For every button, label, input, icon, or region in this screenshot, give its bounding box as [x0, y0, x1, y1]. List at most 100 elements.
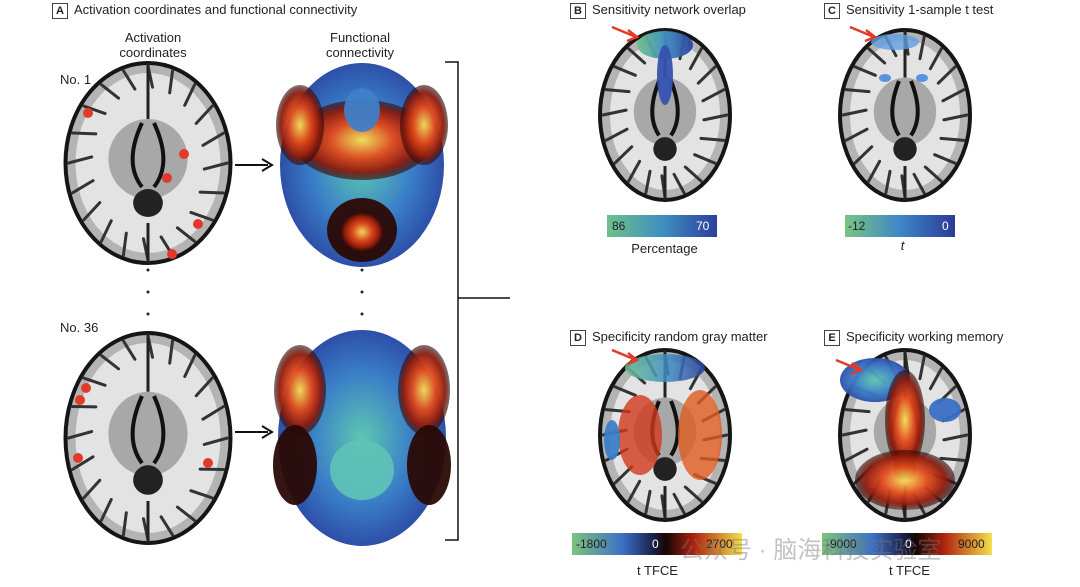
arrow	[235, 425, 274, 439]
overlay-blob	[916, 74, 928, 82]
sulcus	[627, 479, 642, 503]
sulcus	[942, 433, 969, 442]
sulcus	[604, 127, 629, 142]
overlay-blob	[398, 345, 450, 435]
activation-dot	[81, 383, 91, 393]
panel-letter: E	[824, 330, 840, 346]
sulcus	[672, 492, 686, 515]
ellipsis-dot	[360, 312, 364, 316]
pointer-arrow	[611, 25, 640, 43]
ventricle	[669, 400, 680, 457]
panel-letter: C	[824, 3, 840, 19]
sulcus	[194, 376, 214, 398]
ellipsis-dot	[360, 290, 364, 294]
ventricle	[669, 80, 680, 137]
colorbar	[572, 533, 742, 555]
ellipsis-dot	[146, 268, 150, 272]
colorbar-label: -1800	[576, 537, 607, 551]
deep-gray	[108, 391, 188, 476]
colorbar-label: -9000	[826, 537, 857, 551]
sulcus	[168, 69, 175, 95]
sulcus	[70, 131, 98, 136]
colorbar-label: 9000	[958, 537, 985, 551]
colorbar	[822, 533, 992, 555]
sulcus	[189, 210, 214, 222]
sulcus	[82, 478, 102, 500]
overlay-blob	[885, 370, 925, 470]
colorbar-caption: Percentage	[631, 241, 698, 256]
sulcus	[67, 155, 94, 165]
sulcus	[841, 428, 868, 437]
column-header: Functional connectivity	[326, 30, 394, 60]
overlay-blob	[407, 425, 451, 505]
pointer-arrow	[611, 348, 640, 366]
deep-gray	[873, 77, 937, 146]
activation-dot	[83, 108, 93, 118]
colorbar	[607, 215, 717, 237]
overlay-blob	[855, 450, 955, 510]
sulcus	[699, 136, 726, 142]
sulcus	[613, 65, 637, 77]
sulcus	[82, 201, 102, 222]
sulcus	[613, 145, 634, 165]
overlay-blob	[678, 390, 722, 480]
overlay-blob	[276, 85, 324, 165]
brainstem	[133, 189, 163, 217]
sulcus	[189, 489, 214, 500]
sulcus	[627, 159, 642, 183]
sulcus	[683, 165, 703, 183]
sulcus	[198, 190, 226, 195]
colorbar	[845, 215, 955, 237]
sulcus	[939, 456, 966, 462]
sulcus	[67, 430, 94, 440]
colorbar-label: 0	[652, 537, 659, 551]
overlay-blob	[344, 88, 380, 132]
row-label: No. 36	[60, 320, 99, 335]
sulcus	[912, 172, 926, 195]
overlay-blob	[604, 420, 620, 460]
sulcus	[844, 88, 871, 94]
activation-dot	[75, 395, 85, 405]
column-header: Activation coordinates	[119, 30, 187, 60]
overlay-blob	[330, 440, 394, 500]
overlay-blob	[657, 45, 673, 105]
ventricle	[890, 80, 901, 137]
brain-slice	[63, 61, 233, 265]
ellipsis-dot	[146, 312, 150, 316]
overlay-blob	[292, 100, 432, 180]
sulcus	[175, 505, 197, 523]
brain-slice	[838, 28, 972, 202]
activation-dot	[179, 149, 189, 159]
activation-dot	[193, 219, 203, 229]
colorbar-label: 70	[696, 219, 710, 233]
panel-title: Specificity working memory	[846, 329, 1004, 344]
sulcus	[688, 47, 703, 71]
sulcus	[613, 385, 637, 397]
sulcus	[202, 436, 229, 446]
sulcus	[99, 353, 121, 371]
panel-title: Activation coordinates and functional co…	[74, 2, 358, 17]
sulcus	[928, 367, 943, 391]
sulcus	[159, 515, 175, 537]
overlay-blob	[340, 212, 384, 252]
panel-title: Sensitivity network overlap	[592, 2, 746, 17]
sulcus	[183, 353, 197, 378]
sulcus	[933, 153, 957, 165]
sulcus	[693, 153, 717, 165]
overlay-blob	[273, 425, 317, 505]
brain-slice	[598, 28, 732, 202]
brain-slice	[63, 331, 233, 545]
activation-dot	[162, 173, 172, 183]
sulcus	[644, 489, 652, 515]
brainstem	[653, 457, 677, 481]
colorbar-caption: t TFCE	[889, 563, 930, 578]
sulcus	[672, 172, 686, 195]
sulcus	[201, 131, 226, 147]
colorbar-caption: t	[900, 238, 905, 253]
sulcus	[99, 219, 113, 243]
sulcus	[928, 47, 943, 71]
panel-letter: B	[570, 3, 586, 19]
overlay-blob	[625, 354, 705, 382]
